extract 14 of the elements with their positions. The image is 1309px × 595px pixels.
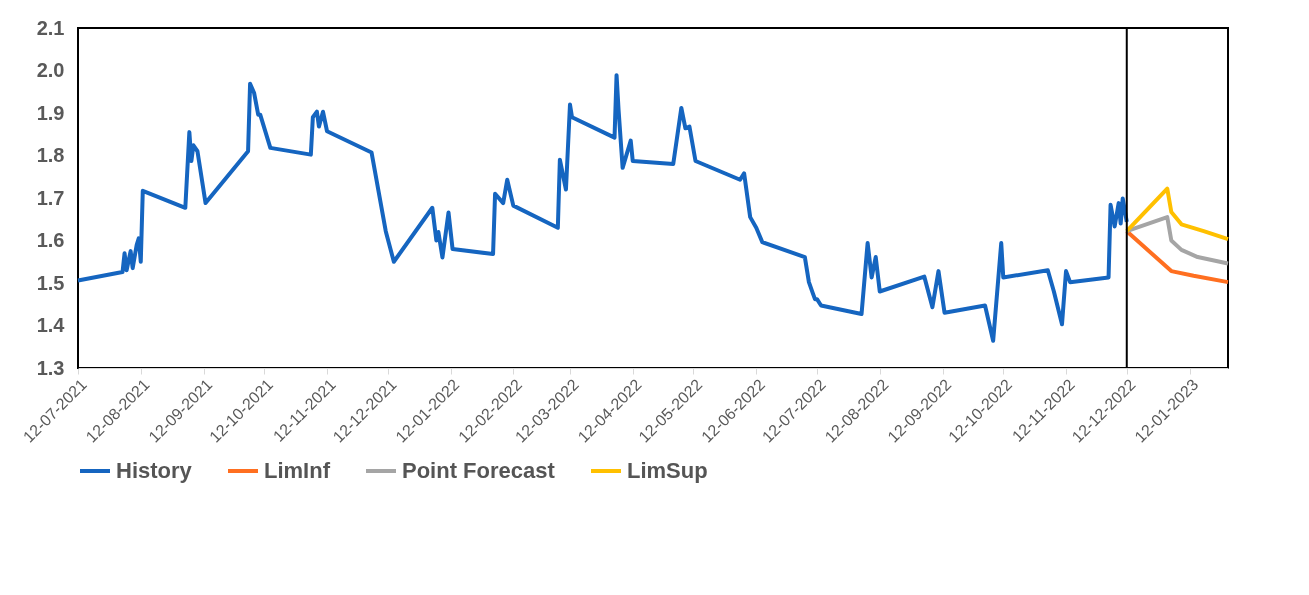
y-tick-label: 1.4	[36, 314, 66, 336]
y-tick-label: 1.9	[36, 101, 65, 124]
line-series	[76, 73, 1129, 343]
y-tick-label: 1.5	[36, 271, 65, 294]
legend-label: Point Forecast	[402, 458, 556, 483]
y-tick-label: 1.6	[36, 229, 65, 251]
legend-label: LimInf	[264, 458, 331, 483]
y-tick-label: 1.3	[36, 356, 65, 379]
legend-label: LimSup	[627, 458, 708, 483]
y-tick-label: 1.8	[36, 144, 65, 166]
legend-label: History	[116, 458, 193, 483]
y-tick-label: 2.0	[36, 59, 65, 81]
y-tick-label: 1.7	[36, 186, 65, 209]
y-tick-label: 2.1	[36, 16, 65, 39]
